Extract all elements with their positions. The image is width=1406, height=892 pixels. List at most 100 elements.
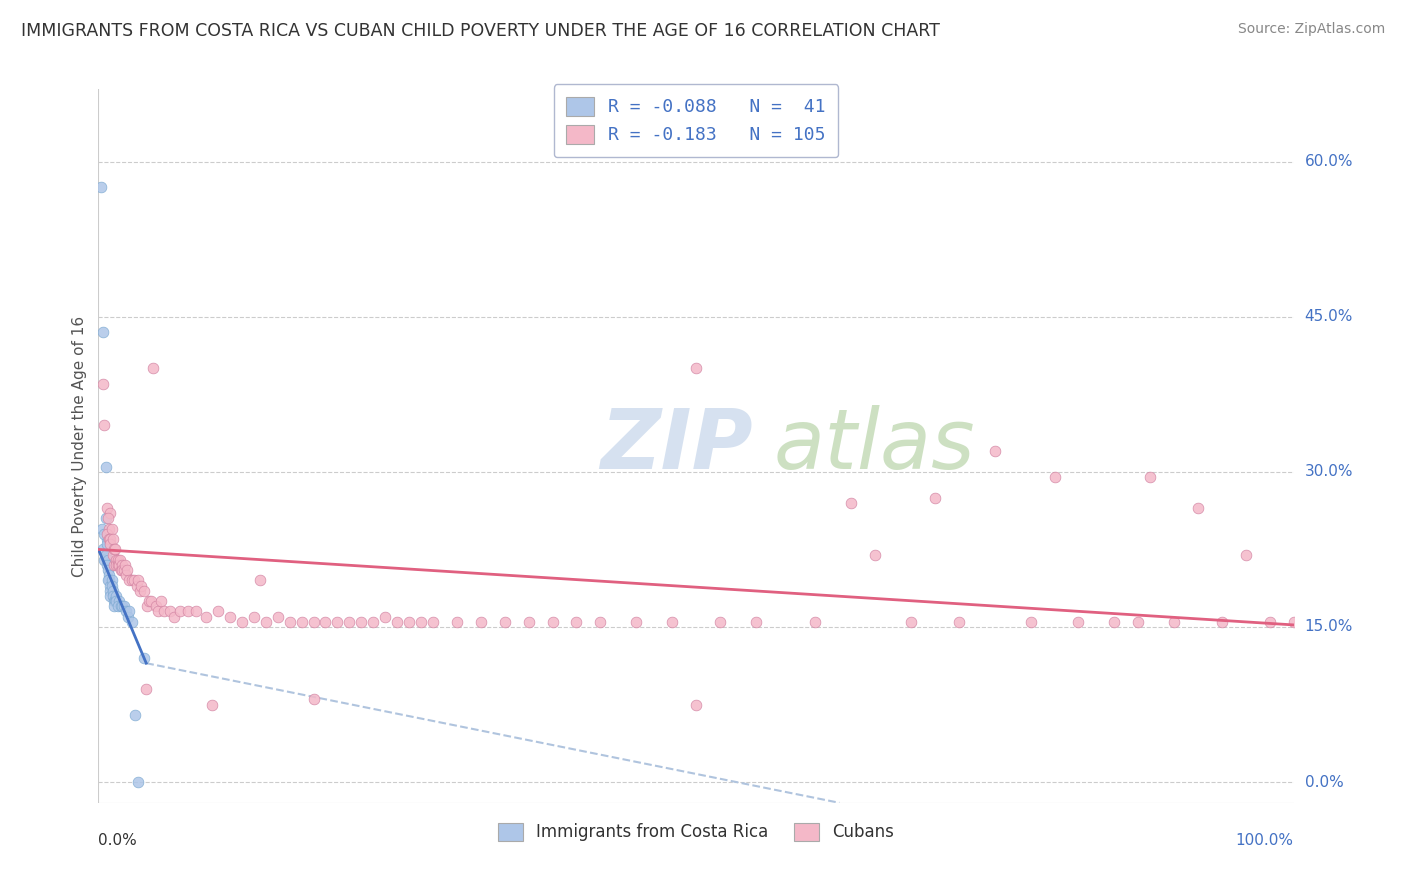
Point [100,522,122,536]
Point [219,609,242,624]
Point [127,775,149,789]
Point [948,615,970,629]
Point [470,615,492,629]
Point [924,491,946,505]
Point [709,615,731,629]
Point [114,558,136,572]
Point [517,615,540,629]
Text: 15.0%: 15.0% [1305,619,1353,634]
Point [111,599,134,614]
Point [101,589,124,603]
Point [100,574,122,588]
Point [145,599,167,614]
Point [159,605,181,619]
Point [105,594,128,608]
Point [91,376,114,391]
Text: 45.0%: 45.0% [1305,310,1353,324]
Point [104,542,127,557]
Point [169,605,191,619]
Point [291,615,314,629]
Point [254,615,277,629]
Point [1163,615,1185,629]
Point [98,522,121,536]
Point [115,568,138,582]
Point [1187,501,1209,516]
Point [107,599,129,614]
Point [105,558,128,572]
Point [153,605,176,619]
Point [186,605,208,619]
Point [107,558,129,572]
Point [350,615,373,629]
Point [105,589,128,603]
Point [111,563,134,577]
Point [411,615,433,629]
Point [112,599,135,614]
Point [865,548,887,562]
Point [422,615,444,629]
Point [98,579,122,593]
Point [138,594,160,608]
Point [1104,615,1126,629]
Point [131,579,153,593]
Point [1139,470,1161,484]
Point [267,609,290,624]
Point [96,527,118,541]
Point [115,605,138,619]
Point [98,506,122,520]
Point [302,692,325,706]
Point [163,609,186,624]
Point [132,583,155,598]
Point [94,548,117,562]
Point [148,605,170,619]
Text: Source: ZipAtlas.com: Source: ZipAtlas.com [1237,22,1385,37]
Point [107,558,129,572]
Point [93,418,115,433]
Point [96,501,118,516]
Point [661,615,683,629]
Point [278,615,301,629]
Point [1211,615,1233,629]
Y-axis label: Child Poverty Under the Age of 16: Child Poverty Under the Age of 16 [72,316,87,576]
Point [97,553,120,567]
Point [129,583,152,598]
Point [98,568,121,582]
Point [339,615,361,629]
Point [1128,615,1150,629]
Point [93,527,115,541]
Text: atlas: atlas [773,406,976,486]
Point [103,558,125,572]
Point [127,574,149,588]
Point [107,594,129,608]
Point [101,532,124,546]
Point [1043,470,1066,484]
Point [112,563,135,577]
Point [1234,548,1257,562]
Point [101,548,124,562]
Text: 0.0%: 0.0% [98,833,138,848]
Point [124,707,146,722]
Point [91,325,114,339]
Point [139,594,162,608]
Point [135,681,157,696]
Point [302,615,325,629]
Point [363,615,385,629]
Point [249,574,271,588]
Point [685,361,707,376]
Point [326,615,349,629]
Point [94,459,117,474]
Point [626,615,648,629]
Point [494,615,516,629]
Point [541,615,564,629]
Legend: Immigrants from Costa Rica, Cubans: Immigrants from Costa Rica, Cubans [492,816,900,848]
Point [149,594,172,608]
Point [589,615,612,629]
Point [231,615,253,629]
Point [136,599,159,614]
Point [1258,615,1281,629]
Point [98,532,122,546]
Text: 100.0%: 100.0% [1236,833,1294,848]
Point [1019,615,1042,629]
Point [118,574,141,588]
Point [243,609,266,624]
